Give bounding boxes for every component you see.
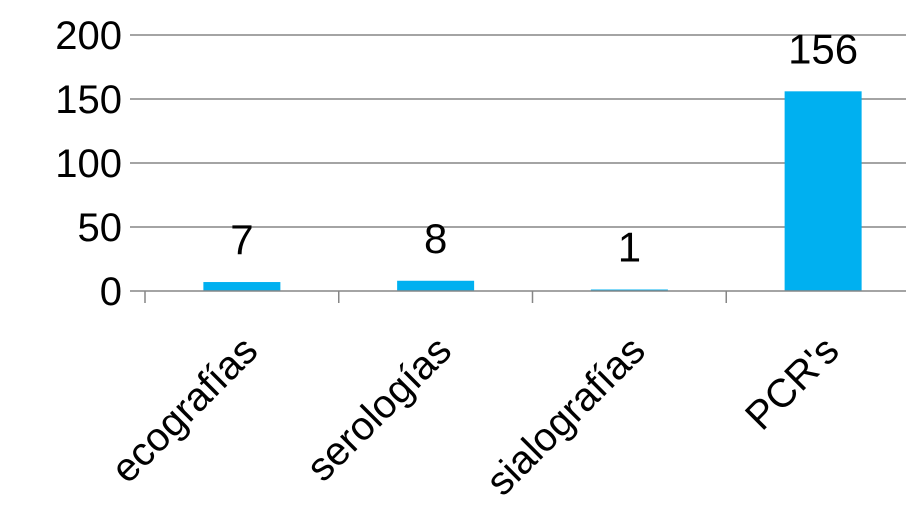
y-tick-label: 150	[55, 78, 122, 122]
category-labels: ecografías serologías sialografías PCR's	[103, 328, 847, 504]
y-tick-label: 200	[55, 14, 122, 58]
x-axis	[130, 290, 906, 303]
bar-1	[397, 280, 475, 291]
data-label: 156	[788, 25, 858, 72]
data-labels: 7 8 1 156	[230, 25, 858, 270]
category-label: sialografías	[478, 328, 654, 504]
y-tick-label: 100	[55, 142, 122, 186]
y-tick-label: 0	[100, 270, 122, 314]
bars	[203, 91, 862, 291]
category-label: ecografías	[103, 328, 266, 491]
category-label: PCR's	[737, 328, 847, 438]
data-label: 1	[618, 224, 641, 271]
bar-0	[203, 282, 281, 291]
y-tick-label: 50	[78, 206, 123, 250]
data-label: 7	[230, 216, 253, 263]
y-axis-ticks: 0 50 100 150 200	[55, 14, 122, 314]
category-label: serologías	[298, 328, 460, 490]
bar-3	[784, 91, 862, 291]
data-label: 8	[424, 215, 447, 262]
